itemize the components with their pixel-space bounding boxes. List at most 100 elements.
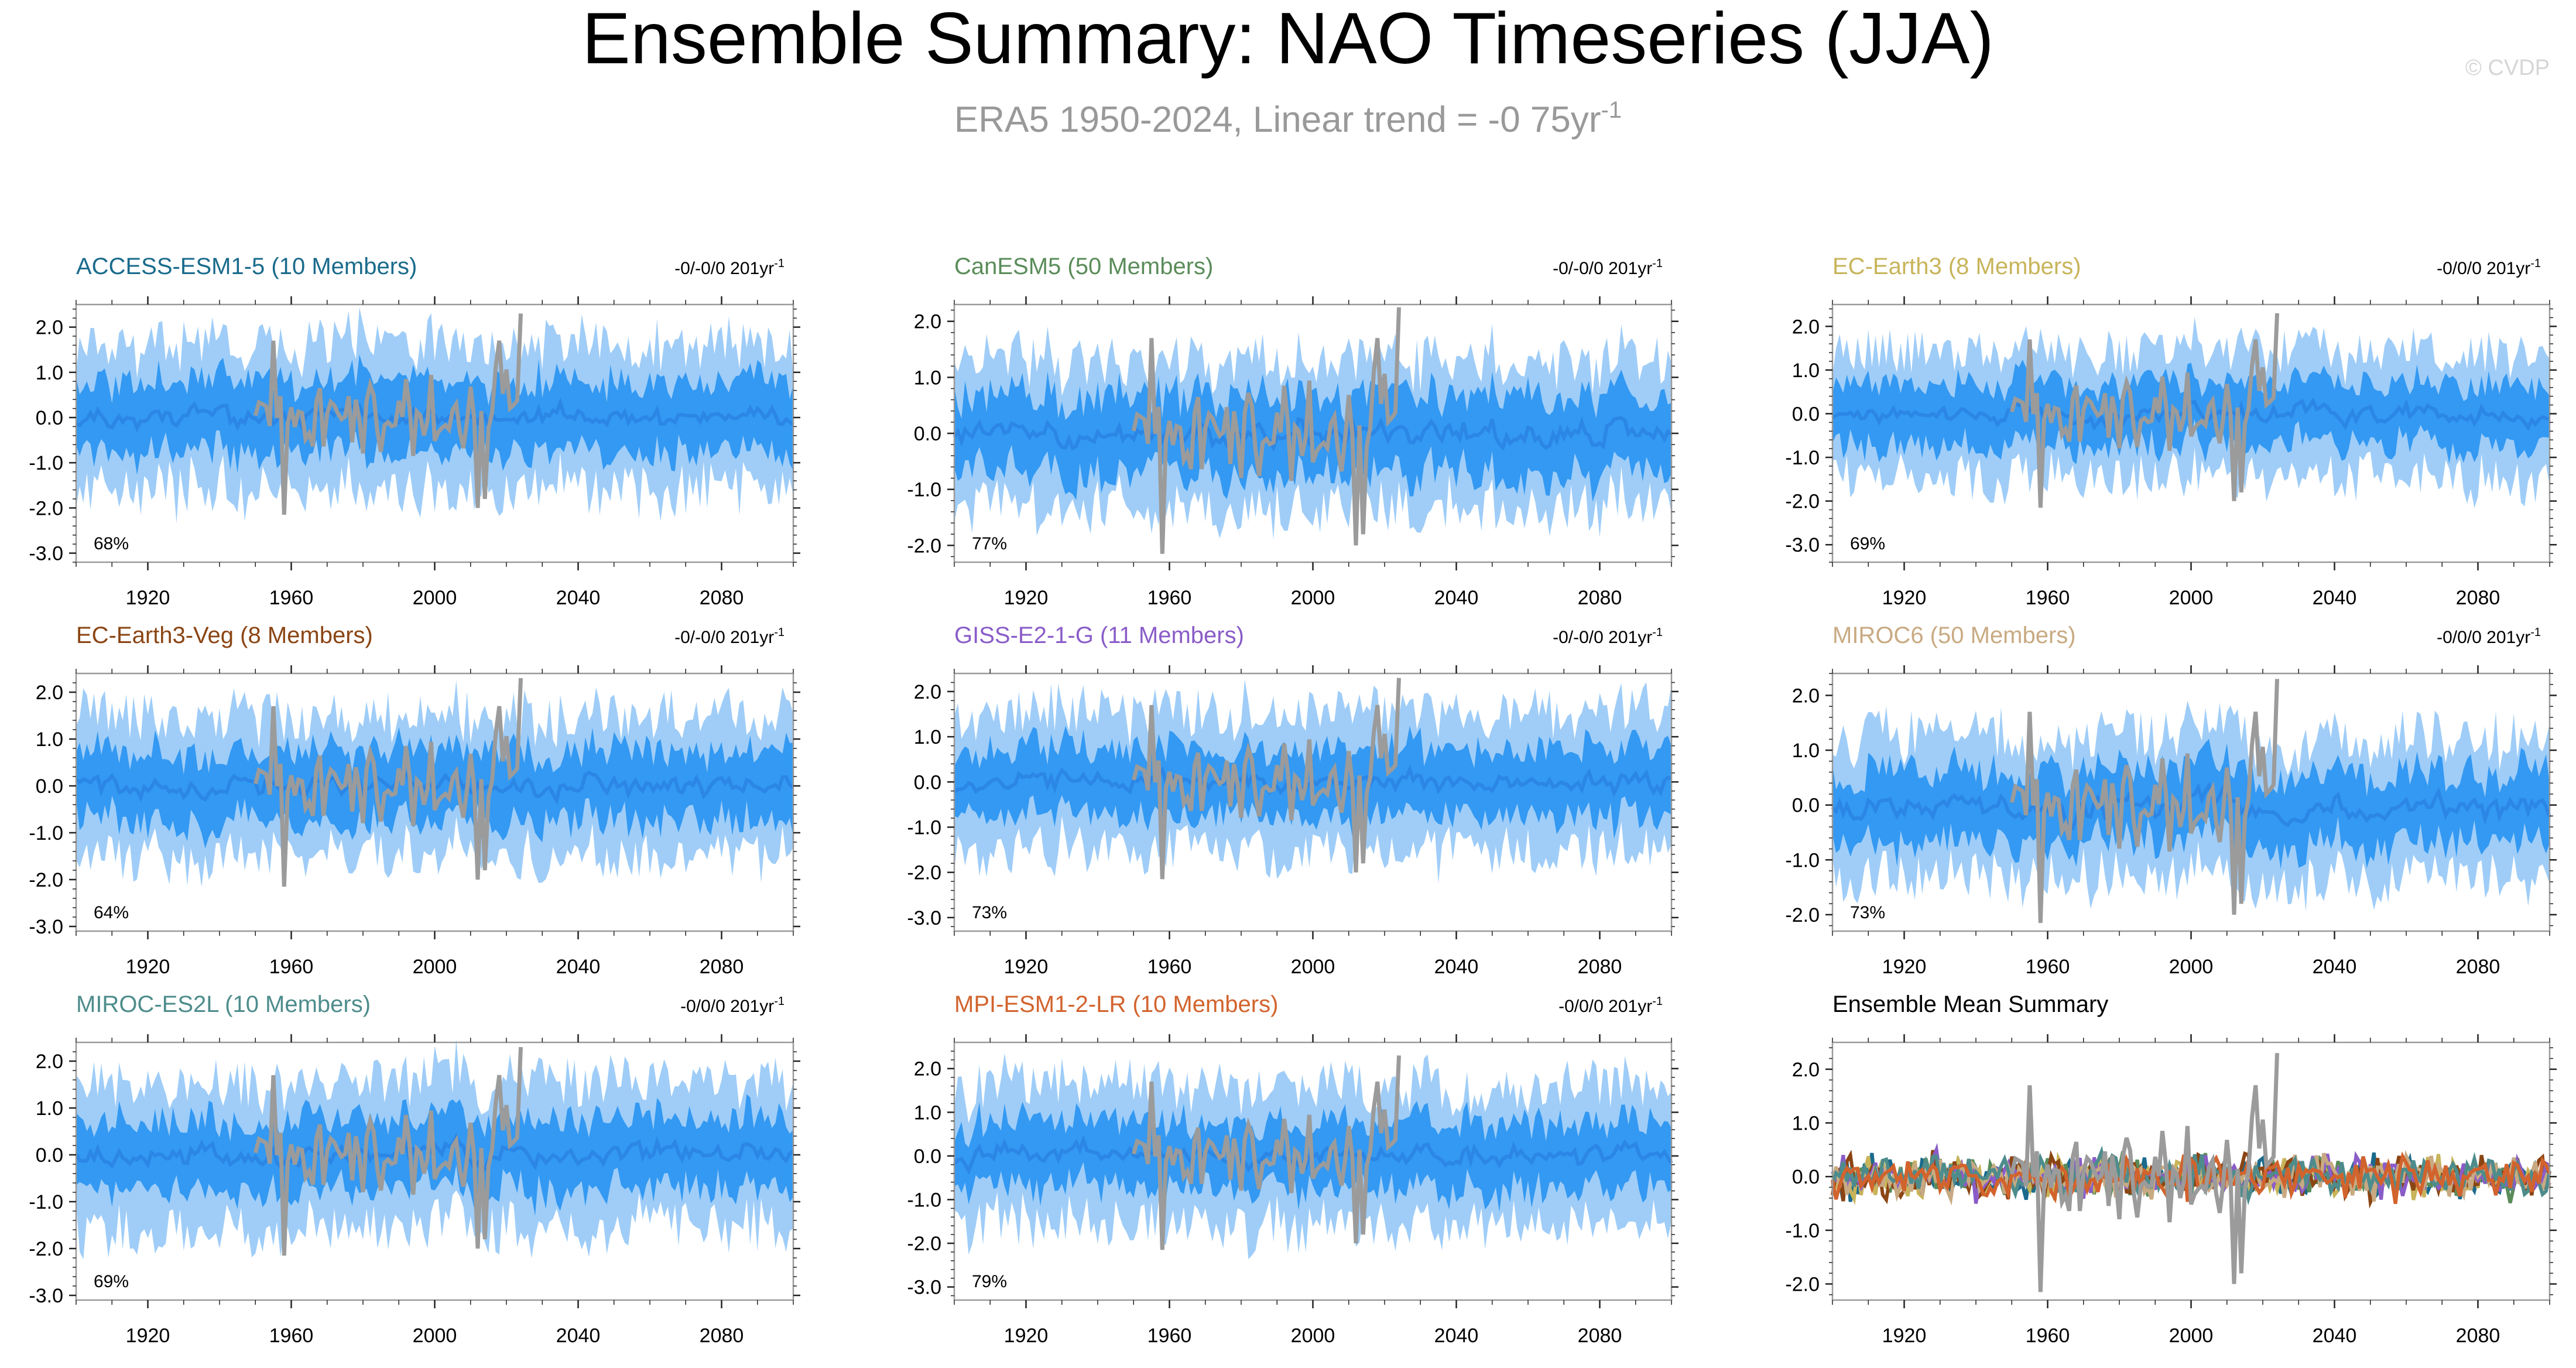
x-tick-label: 2000 [413,587,457,609]
x-tick-label: 2080 [2456,587,2500,609]
panel-trend-value: -0/0/0 201yr [680,997,774,1016]
panel-title: CanESM5 (50 Members) [954,254,1213,279]
x-tick-label: 1960 [269,587,314,609]
y-tick-label: -2.0 [907,1233,941,1255]
panel-trend-value: -0/-0/0 201yr [674,259,774,278]
x-tick-label: 2080 [2456,1325,2500,1347]
x-tick-label: 1960 [2026,587,2070,609]
panel-9: Ensemble Mean Summary 2.0 1.0 0.0 -1.0 -2.0 19… [1785,991,2557,1347]
y-tick-label: -3.0 [907,907,941,929]
panel-trend-label: -0/0/0 201yr-1 [680,995,785,1016]
x-tick-label: 2080 [700,1325,744,1347]
y-tick-label: 1.0 [1792,360,1820,382]
observed-era5-line [1131,307,1401,554]
x-tick-label: 2000 [413,956,457,978]
x-tick-label: 1960 [2026,1325,2070,1347]
y-tick-label: -3.0 [29,543,63,565]
observed-era5-line [2009,313,2279,508]
panel-title: MPI-ESM1-2-LR (10 Members) [954,991,1278,1017]
x-tick-label: 1920 [1882,956,1927,978]
x-tick-label: 2040 [2313,587,2357,609]
x-tick-label: 2000 [1291,587,1335,609]
x-tick-label: 2040 [1434,1325,1479,1347]
x-tick-label: 2000 [2169,587,2214,609]
y-tick-label: -3.0 [29,916,63,938]
y-tick-label: 1.0 [1792,1113,1820,1135]
panels-grid: ACCESS-ESM1-5 (10 Members) -0/-0/0 201yr-… [29,254,2557,1347]
x-tick-label: 2040 [556,1325,601,1347]
y-tick-label: -3.0 [907,1277,941,1299]
x-tick-label: 1960 [1147,1325,1192,1347]
panel-trend-superscript: -1 [774,626,785,639]
y-tick-label: -1.0 [29,822,63,844]
figure-title: Ensemble Summary: NAO Timeseries (JJA) [582,0,1994,79]
observed-era5-line [253,313,523,515]
x-tick-label: 1960 [269,956,314,978]
x-tick-label: 1960 [269,1325,314,1347]
x-tick-label: 2000 [1291,1325,1335,1347]
observed-era5-line [253,678,523,887]
panel-trend-label: -0/0/0 201yr-1 [2437,257,2541,278]
x-tick-label: 2040 [2313,1325,2357,1347]
panel-trend-value: -0/0/0 201yr [2437,259,2530,278]
x-tick-label: 1920 [1882,587,1927,609]
panel-trend-label: -0/0/0 201yr-1 [1558,995,1663,1016]
y-tick-label: 1.0 [914,1102,941,1124]
observed-era5-line [2009,679,2279,924]
panel-trend-superscript: -1 [774,257,785,270]
figure-subtitle: ERA5 1950-2024, Linear trend = -0 75yr-1 [954,97,1622,140]
panel-percent-label: 69% [1850,534,1885,553]
observed-era5-line [1131,678,1401,880]
y-tick-label: 0.0 [1792,795,1820,817]
y-tick-label: -3.0 [1785,534,1820,556]
panel-title: MIROC6 (50 Members) [1832,623,2076,648]
panel-title: ACCESS-ESM1-5 (10 Members) [76,254,417,279]
observed-era5-line [253,1046,523,1256]
y-tick-label: 0.0 [36,1144,63,1167]
x-tick-label: 2000 [2169,956,2214,978]
y-tick-label: 2.0 [36,682,63,704]
y-tick-label: 0.0 [914,423,941,445]
x-tick-label: 1920 [126,587,170,609]
y-tick-label: 0.0 [36,407,63,429]
x-tick-label: 2040 [556,956,601,978]
y-tick-label: 1.0 [1792,740,1820,762]
panel-trend-value: -0/0/0 201yr [1558,997,1652,1016]
y-tick-label: 2.0 [36,317,63,339]
y-tick-label: 2.0 [1792,685,1820,707]
y-tick-label: 2.0 [914,681,941,703]
panel-trend-label: -0/-0/0 201yr-1 [674,626,785,647]
panel-5: GISS-E2-1-G (11 Members) -0/-0/0 201yr-1 2… [907,623,1678,978]
panel-percent-label: 73% [1850,903,1885,922]
panel-title: EC-Earth3-Veg (8 Members) [76,623,373,648]
y-tick-label: 1.0 [36,729,63,751]
y-tick-label: -1.0 [1785,849,1820,871]
x-tick-label: 2000 [1291,956,1335,978]
x-tick-label: 2080 [1578,956,1622,978]
y-tick-label: 1.0 [36,1097,63,1120]
panel-2: CanESM5 (50 Members) -0/-0/0 201yr-1 2.0 1.… [907,254,1678,609]
y-tick-label: -2.0 [907,862,941,884]
y-tick-label: 0.0 [36,775,63,798]
panel-trend-superscript: -1 [2530,257,2541,270]
figure-subtitle-superscript: -1 [1601,97,1622,123]
x-tick-label: 2000 [413,1325,457,1347]
x-tick-label: 2080 [1578,1325,1622,1347]
panel-percent-label: 79% [972,1272,1007,1291]
panel-title: GISS-E2-1-G (11 Members) [954,623,1244,648]
x-tick-label: 2080 [700,587,744,609]
y-tick-label: -2.0 [29,497,63,519]
panel-percent-label: 64% [94,903,129,922]
panel-4: EC-Earth3-Veg (8 Members) -0/-0/0 201yr-1… [29,623,800,978]
panel-trend-superscript: -1 [1652,626,1663,639]
y-tick-label: -3.0 [29,1285,63,1307]
panel-percent-label: 69% [94,1272,129,1291]
panel-3: EC-Earth3 (8 Members) -0/0/0 201yr-1 2.0 1.… [1785,254,2557,609]
panel-title: EC-Earth3 (8 Members) [1832,254,2081,279]
x-tick-label: 1960 [1147,956,1192,978]
x-tick-label: 1920 [126,956,170,978]
panel-1: ACCESS-ESM1-5 (10 Members) -0/-0/0 201yr-… [29,254,800,609]
y-tick-label: -2.0 [29,869,63,891]
panel-trend-value: -0/0/0 201yr [2437,628,2530,647]
